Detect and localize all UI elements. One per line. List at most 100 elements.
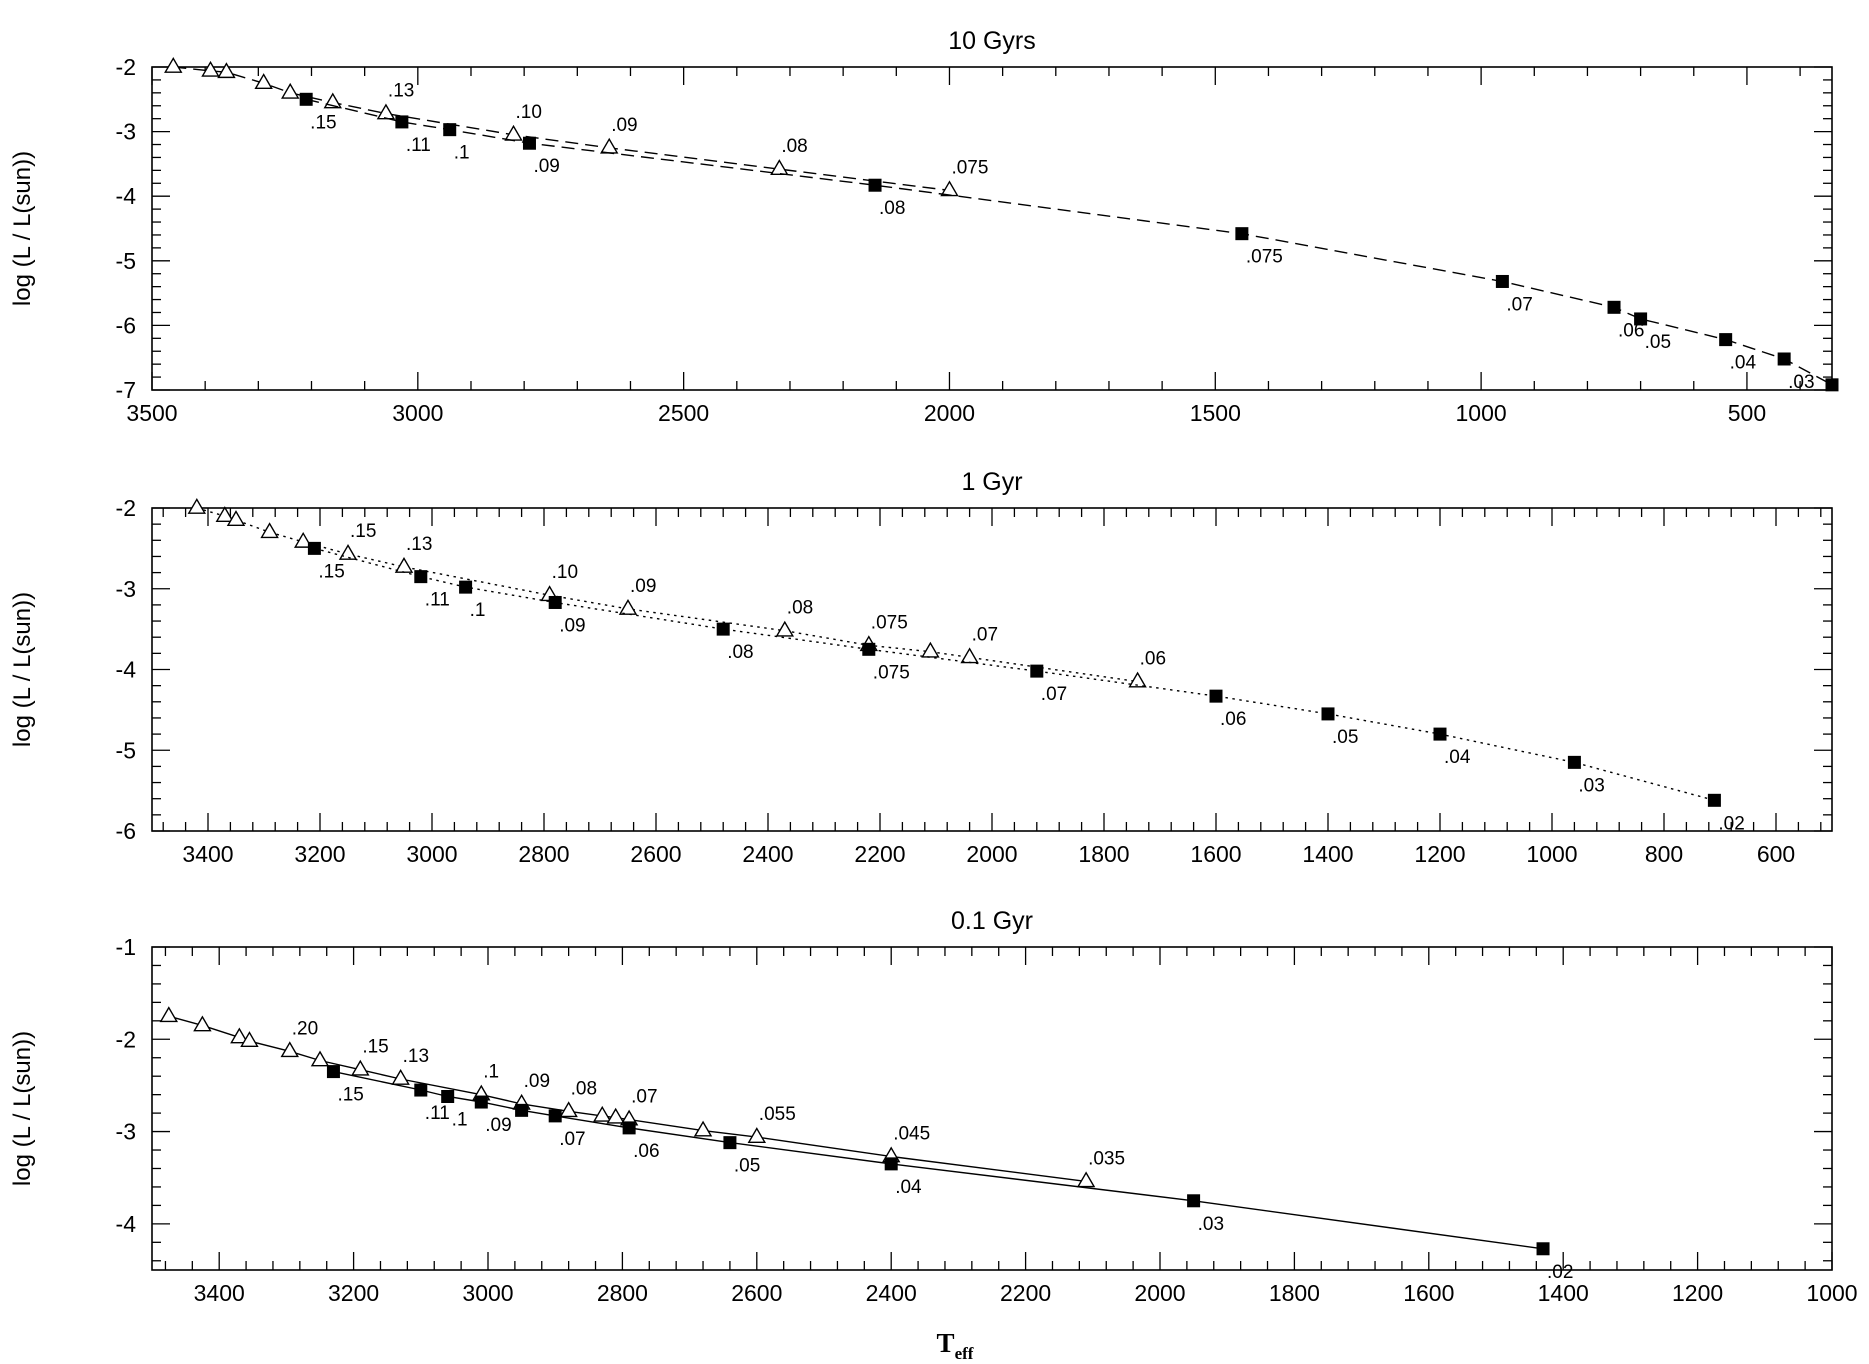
mass-label: .11 xyxy=(425,590,450,611)
mass-label: .02 xyxy=(1718,813,1744,834)
mass-label: .1 xyxy=(483,1062,499,1083)
x-tick-label: 3400 xyxy=(194,1280,245,1306)
y-tick-label: -3 xyxy=(116,1119,136,1145)
mass-label: .06 xyxy=(633,1141,659,1162)
square-marker xyxy=(1235,227,1249,241)
mass-label: .06 xyxy=(1220,709,1246,730)
x-tick-label: 2000 xyxy=(924,400,975,426)
mass-label: .04 xyxy=(1444,747,1471,768)
square-marker xyxy=(716,622,730,636)
triangle-marker xyxy=(187,498,207,514)
y-tick-label: -2 xyxy=(116,54,136,80)
triangle-marker xyxy=(693,1120,713,1137)
x-tick-label: 3400 xyxy=(182,841,233,867)
panel-0-1gyr: 0.1 Gyr log (L / L(sun)) 3400 3200 3000 2800 2… xyxy=(9,907,1858,1306)
mass-label: .055 xyxy=(759,1104,796,1125)
square-marker xyxy=(548,595,562,609)
triangle-marker xyxy=(1076,1171,1096,1188)
y-tick-label: -4 xyxy=(116,657,137,683)
triangle-marker xyxy=(960,647,979,664)
x-tick-label: 1000 xyxy=(1456,400,1507,426)
square-marker xyxy=(1567,755,1581,769)
square-marker xyxy=(723,1136,737,1150)
series-line-filled-squares xyxy=(314,547,1715,801)
mass-label: .04 xyxy=(895,1177,922,1198)
triangle-marker xyxy=(351,1059,370,1076)
x-axis-label: Teff xyxy=(937,1328,974,1363)
triangle-marker xyxy=(599,137,619,154)
mass-label: .10 xyxy=(516,102,542,123)
x-tick-label: 2200 xyxy=(1000,1280,1051,1306)
mass-label: .08 xyxy=(787,598,813,619)
square-marker xyxy=(1607,300,1621,314)
plot-frame xyxy=(151,66,1833,391)
x-tick-label: 1800 xyxy=(1078,841,1129,867)
x-tick-label: 1400 xyxy=(1302,841,1353,867)
mass-label: .03 xyxy=(1788,372,1814,393)
mass-label: .1 xyxy=(452,1110,468,1131)
mass-label: .1 xyxy=(470,600,486,621)
square-marker xyxy=(299,92,313,106)
triangle-marker xyxy=(240,1031,259,1048)
mass-label: .09 xyxy=(485,1115,511,1136)
x-tick-label: 3200 xyxy=(328,1280,379,1306)
mass-label: .09 xyxy=(533,156,559,177)
mass-label: .09 xyxy=(611,115,637,136)
mass-label: .09 xyxy=(524,1071,550,1092)
mass-label: .03 xyxy=(1578,775,1604,796)
triangle-marker xyxy=(770,159,789,175)
square-marker xyxy=(1495,274,1509,288)
panel-10gyr: 10 Gyrs log (L / L(sun)) 3500 3000 2500 2000 1… xyxy=(9,27,1839,426)
mass-label: .09 xyxy=(630,576,656,597)
triangle-marker xyxy=(618,598,638,615)
mass-label: .08 xyxy=(727,642,753,663)
square-marker xyxy=(1634,312,1648,326)
mass-label: .07 xyxy=(1506,294,1532,315)
triangle-marker xyxy=(559,1101,578,1118)
x-tick-label: 3000 xyxy=(392,400,443,426)
square-marker xyxy=(1536,1242,1550,1256)
triangle-marker xyxy=(281,82,300,99)
y-axis-label: log (L / L(sun)) xyxy=(9,592,36,747)
y-tick-label: -7 xyxy=(116,377,136,403)
square-marker xyxy=(622,1121,636,1135)
square-marker xyxy=(395,115,409,129)
square-marker xyxy=(548,1109,562,1123)
square-marker xyxy=(326,1065,340,1079)
triangle-marker xyxy=(921,641,940,658)
triangle-marker xyxy=(164,57,183,73)
chart-title: 10 Gyrs xyxy=(948,27,1036,55)
square-marker xyxy=(414,1083,428,1097)
x-tick-label: 1500 xyxy=(1190,400,1241,426)
square-marker xyxy=(307,541,321,555)
triangle-marker xyxy=(230,1027,249,1044)
square-marker xyxy=(522,136,536,150)
triangle-marker xyxy=(394,556,414,573)
square-marker xyxy=(1707,793,1721,807)
triangle-marker xyxy=(217,62,236,79)
mass-label: .03 xyxy=(1198,1214,1224,1235)
chart-title: 1 Gyr xyxy=(961,468,1022,496)
mass-label: .13 xyxy=(388,81,414,102)
y-tick-label: -2 xyxy=(116,495,136,521)
triangle-marker xyxy=(940,180,959,197)
mass-label: .035 xyxy=(1088,1148,1125,1169)
y-axis-label: log (L / L(sun)) xyxy=(9,1031,36,1186)
y-tick-label: -5 xyxy=(116,737,136,763)
mass-label: .08 xyxy=(879,198,905,219)
mass-label: .1 xyxy=(454,143,470,164)
square-marker xyxy=(1825,378,1839,392)
triangle-marker xyxy=(280,1041,299,1058)
triangle-marker xyxy=(215,506,235,522)
mass-label: .04 xyxy=(1730,353,1757,374)
series-line-filled-squares xyxy=(306,98,1832,386)
mass-label: .05 xyxy=(1332,727,1358,748)
y-tick-label: -1 xyxy=(116,934,136,960)
y-tick-label: -6 xyxy=(116,818,136,844)
plot-frame xyxy=(151,946,1833,1271)
x-tick-label: 2600 xyxy=(630,841,681,867)
mass-label: .07 xyxy=(972,624,998,645)
series-line-open-triangles xyxy=(196,507,1138,683)
x-tick-label: 2000 xyxy=(1134,1280,1185,1306)
square-marker xyxy=(1777,352,1791,366)
